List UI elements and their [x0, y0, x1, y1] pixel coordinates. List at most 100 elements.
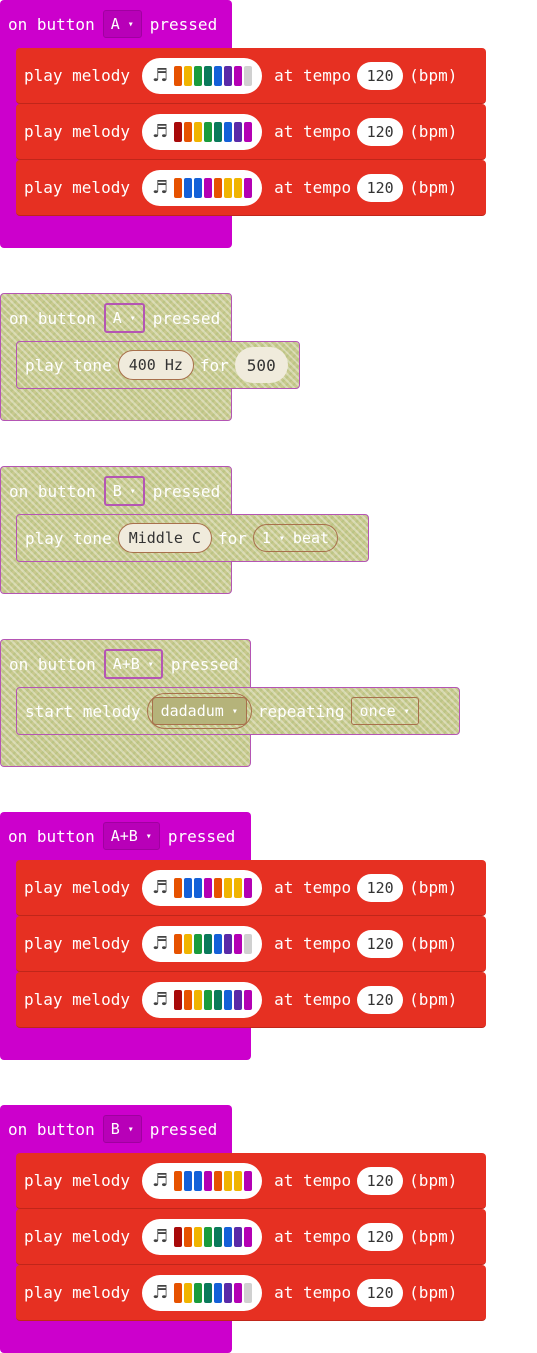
- at-tempo-label: at tempo: [274, 66, 352, 85]
- play-tone-block[interactable]: play tone 400 Hz for 500: [16, 341, 300, 389]
- melody-note-cell: [174, 933, 183, 954]
- event-header: on button B ▾ pressed: [0, 1105, 217, 1153]
- melody-editor-field[interactable]: ♬: [141, 113, 263, 150]
- play-melody-block[interactable]: play melody ♬ at tempo 120 (bpm): [16, 104, 486, 160]
- start-melody-block[interactable]: start melody dadadum ▾ repeating once ▾: [16, 687, 460, 735]
- melody-dropdown[interactable]: dadadum ▾: [151, 697, 247, 725]
- melody-note-cell: [204, 65, 213, 86]
- melody-note-cell: [244, 65, 253, 86]
- melody-note-cell: [194, 933, 203, 954]
- play-melody-block[interactable]: play melody ♬ at tempo 120 (bpm): [16, 860, 486, 916]
- melody-note-cell: [204, 933, 213, 954]
- bpm-label: (bpm): [409, 878, 458, 897]
- play-melody-block[interactable]: play melody ♬ at tempo 120 (bpm): [16, 160, 486, 216]
- bpm-label: (bpm): [409, 178, 458, 197]
- play-melody-block[interactable]: play melody ♬ at tempo 120 (bpm): [16, 916, 486, 972]
- pressed-label: pressed: [152, 308, 221, 328]
- play-melody-label: play melody: [24, 122, 130, 141]
- repeating-label: repeating: [257, 701, 345, 721]
- melody-note-cell: [194, 65, 203, 86]
- melody-editor-field[interactable]: ♬: [141, 57, 263, 94]
- pressed-label: pressed: [152, 481, 221, 501]
- button-dropdown[interactable]: B ▾: [102, 1115, 142, 1143]
- melody-editor-field[interactable]: ♬: [141, 1162, 263, 1199]
- melody-note-cell: [174, 989, 183, 1010]
- play-melody-block[interactable]: play melody ♬ at tempo 120 (bpm): [16, 1265, 486, 1321]
- melody-note-cell: [184, 989, 193, 1010]
- melody-note-cell: [184, 1282, 193, 1303]
- melody-editor-field[interactable]: ♬: [141, 981, 263, 1018]
- melody-note-cell: [204, 1282, 213, 1303]
- melody-editor-field[interactable]: ♬: [141, 1274, 263, 1311]
- melody-note-cell: [214, 989, 223, 1010]
- repeat-dropdown[interactable]: once ▾: [350, 697, 419, 725]
- melody-note-cell: [204, 177, 213, 198]
- melody-note-cell: [224, 1226, 233, 1247]
- play-melody-block[interactable]: play melody ♬ at tempo 120 (bpm): [16, 1209, 486, 1265]
- melody-note-cell: [184, 65, 193, 86]
- button-dropdown[interactable]: A ▾: [102, 10, 142, 38]
- melody-note-cell: [204, 1226, 213, 1247]
- melody-note-cell: [234, 933, 243, 954]
- melody-editor-field[interactable]: ♬: [141, 925, 263, 962]
- play-melody-block[interactable]: play melody ♬ at tempo 120 (bpm): [16, 1153, 486, 1209]
- melody-note-cell: [204, 989, 213, 1010]
- tempo-input[interactable]: 120: [357, 117, 404, 146]
- duration-value[interactable]: 500: [234, 347, 288, 383]
- play-tone-label: play tone: [25, 355, 112, 375]
- beat-dropdown[interactable]: 1 ▾ beat: [252, 524, 339, 552]
- melody-note-cell: [224, 65, 233, 86]
- tempo-input[interactable]: 120: [357, 1166, 404, 1195]
- button-dropdown[interactable]: A+B ▾: [103, 649, 163, 679]
- note-value[interactable]: Middle C: [117, 523, 212, 553]
- tempo-input[interactable]: 120: [357, 985, 404, 1014]
- play-melody-block[interactable]: play melody ♬ at tempo 120 (bpm): [16, 48, 486, 104]
- play-melody-label: play melody: [24, 934, 130, 953]
- melody-note-cell: [174, 1226, 183, 1247]
- tempo-input[interactable]: 120: [357, 929, 404, 958]
- music-note-icon: ♬: [151, 1282, 169, 1303]
- tempo-input[interactable]: 120: [357, 61, 404, 90]
- tempo-input[interactable]: 120: [357, 1278, 404, 1307]
- pressed-label: pressed: [149, 1119, 218, 1139]
- play-melody-label: play melody: [24, 1227, 130, 1246]
- tempo-input[interactable]: 120: [357, 173, 404, 202]
- on-button-label: on button: [8, 14, 95, 34]
- music-note-icon: ♬: [151, 177, 169, 198]
- melody-note-cell: [234, 65, 243, 86]
- music-note-icon: ♬: [151, 989, 169, 1010]
- bpm-label: (bpm): [409, 1171, 458, 1190]
- melody-editor-field[interactable]: ♬: [141, 1218, 263, 1255]
- melody-note-cell: [234, 877, 243, 898]
- melody-note-cell: [244, 121, 253, 142]
- start-melody-label: start melody: [25, 701, 141, 721]
- event-header: on button A+B ▾ pressed: [1, 640, 238, 688]
- melody-note-cell: [174, 877, 183, 898]
- melody-note-cell: [194, 877, 203, 898]
- melody-editor-field[interactable]: ♬: [141, 869, 263, 906]
- on-button-label: on button: [9, 481, 96, 501]
- play-melody-block[interactable]: play melody ♬ at tempo 120 (bpm): [16, 972, 486, 1028]
- button-dropdown[interactable]: A+B ▾: [102, 822, 160, 850]
- melody-note-cell: [234, 1226, 243, 1247]
- melody-note-cell: [194, 1282, 203, 1303]
- melody-note-cell: [214, 121, 223, 142]
- melody-note-cell: [184, 121, 193, 142]
- melody-note-cell: [214, 933, 223, 954]
- play-tone-block[interactable]: play tone Middle C for 1 ▾ beat: [16, 514, 369, 562]
- melody-note-cell: [184, 933, 193, 954]
- tempo-input[interactable]: 120: [357, 873, 404, 902]
- button-dropdown[interactable]: A ▾: [103, 303, 145, 333]
- play-melody-label: play melody: [24, 1171, 130, 1190]
- pressed-label: pressed: [149, 14, 218, 34]
- at-tempo-label: at tempo: [274, 990, 352, 1009]
- tempo-input[interactable]: 120: [357, 1222, 404, 1251]
- melody-note-cell: [224, 933, 233, 954]
- bpm-label: (bpm): [409, 1283, 458, 1302]
- melody-note-cell: [214, 177, 223, 198]
- frequency-value[interactable]: 400 Hz: [117, 350, 194, 380]
- melody-note-cell: [204, 121, 213, 142]
- on-button-label: on button: [8, 1119, 95, 1139]
- melody-editor-field[interactable]: ♬: [141, 169, 263, 206]
- button-dropdown[interactable]: B ▾: [103, 476, 145, 506]
